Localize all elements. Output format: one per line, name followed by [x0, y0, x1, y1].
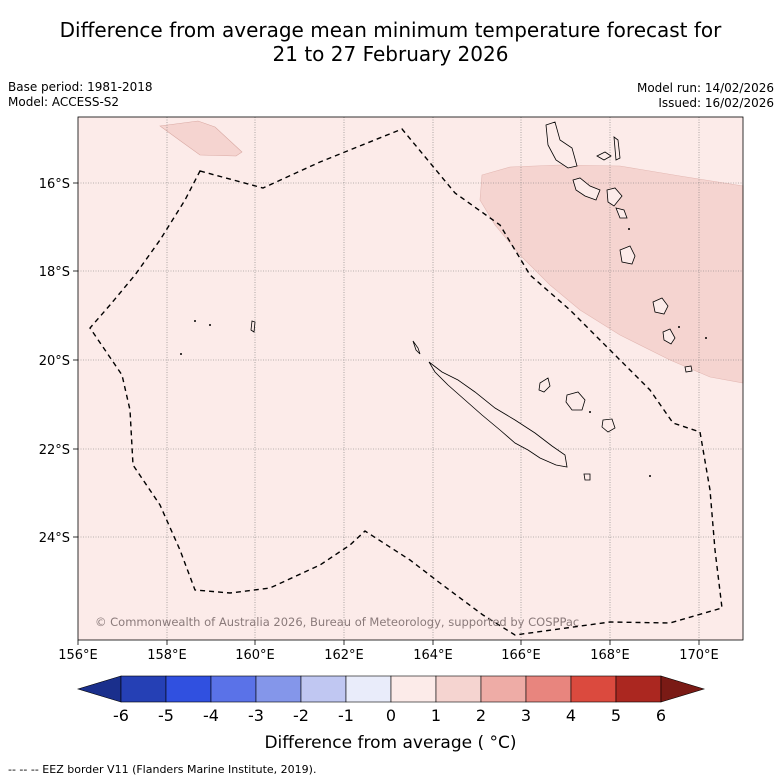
map-title: Difference from average mean minimum tem…	[0, 18, 781, 66]
gridlines	[78, 117, 743, 640]
island-maewo	[613, 136, 621, 161]
lon-label-162: 162°E	[324, 648, 364, 663]
cbar-label-5: 5	[610, 706, 622, 725]
colorbar-segment	[615, 675, 662, 703]
lat-label-20: 20°S	[39, 354, 70, 369]
island-epi	[615, 207, 628, 219]
lon-label-160: 160°E	[235, 648, 275, 663]
reef-dot	[678, 326, 680, 328]
tick-marks	[73, 182, 700, 645]
cbar-label-minus3: -3	[248, 706, 264, 725]
islands	[250, 121, 693, 481]
reef-dot	[209, 324, 211, 326]
colorbar	[76, 675, 706, 703]
island-ambae	[596, 151, 612, 161]
cbar-label-minus2: -2	[293, 706, 309, 725]
colorbar-segment	[345, 675, 392, 703]
island-pines	[583, 473, 591, 481]
cbar-label-minus1: -1	[338, 706, 354, 725]
colorbar-segment	[390, 675, 437, 703]
cbar-label-minus5: -5	[158, 706, 174, 725]
lon-label-170: 170°E	[679, 648, 719, 663]
map-frame	[77, 116, 744, 641]
reef-dot	[194, 320, 196, 322]
colorbar-extend-high	[660, 675, 706, 703]
title-line-2: 21 to 27 February 2026	[272, 42, 509, 66]
cbar-label-6: 6	[655, 706, 667, 725]
colorbar-extend-low	[76, 675, 122, 703]
lon-label-164: 164°E	[413, 648, 453, 663]
cbar-label-minus6: -6	[113, 706, 129, 725]
island-chesterfield	[250, 320, 256, 333]
lon-label-166: 166°E	[501, 648, 541, 663]
cbar-label-0: 0	[385, 706, 397, 725]
model-run: Model run: 14/02/2026	[636, 81, 774, 95]
cbar-label-4: 4	[565, 706, 577, 725]
colorbar-segment	[570, 675, 617, 703]
cbar-label-2: 2	[475, 706, 487, 725]
colorbar-segment	[120, 675, 167, 703]
copyright-notice: © Commonwealth of Australia 2026, Bureau…	[95, 615, 579, 629]
reef-dot	[589, 411, 591, 413]
island-espiritu-santo	[545, 121, 578, 169]
reef-dots	[180, 228, 707, 477]
island-pentecost	[606, 187, 623, 207]
lat-label-22: 22°S	[39, 443, 70, 458]
cbar-label-minus4: -4	[203, 706, 219, 725]
base-period: Base period: 1981-2018	[8, 80, 153, 94]
eez-footnote: -- -- -- EEZ border V11 (Flanders Marine…	[8, 763, 317, 776]
meta-right: Model run: 14/02/2026 Issued: 16/02/2026	[637, 81, 774, 111]
model-name: Model: ACCESS-S2	[8, 95, 120, 109]
colorbar-segment	[435, 675, 482, 703]
reef-dot	[705, 337, 707, 339]
island-grande-terre	[428, 361, 568, 468]
island-mare	[601, 418, 616, 433]
colorbar-segment	[165, 675, 212, 703]
colorbar-segment	[480, 675, 527, 703]
island-erromango	[652, 297, 669, 315]
reef-dot	[180, 353, 182, 355]
reef-dot	[628, 228, 630, 230]
colorbar-segment	[210, 675, 257, 703]
colorbar-title: Difference from average ( °C)	[264, 733, 517, 753]
lat-label-16: 16°S	[39, 177, 70, 192]
colorbar-segment	[255, 675, 302, 703]
lon-label-156: 156°E	[58, 648, 98, 663]
island-malakula	[572, 177, 601, 201]
reef-dot	[649, 475, 651, 477]
cbar-label-3: 3	[520, 706, 532, 725]
title-line-1: Difference from average mean minimum tem…	[59, 18, 722, 42]
lat-label-18: 18°S	[39, 265, 70, 280]
island-efate	[619, 245, 636, 265]
island-ouvea	[538, 377, 551, 393]
lat-label-24: 24°S	[39, 531, 70, 546]
issued-date: Issued: 16/02/2026	[658, 96, 774, 110]
lon-label-168: 168°E	[590, 648, 630, 663]
warm-anomaly-patch	[159, 120, 243, 157]
island-belep	[412, 340, 421, 355]
island-tanna	[662, 328, 676, 345]
island-lifou	[565, 391, 586, 411]
colorbar-segment	[300, 675, 347, 703]
cbar-label-1: 1	[430, 706, 442, 725]
colorbar-segment	[525, 675, 572, 703]
lon-label-158: 158°E	[147, 648, 187, 663]
meta-left: Base period: 1981-2018 Model: ACCESS-S2	[8, 80, 153, 110]
island-aneityum	[684, 365, 693, 373]
eez-boundary	[89, 128, 723, 636]
